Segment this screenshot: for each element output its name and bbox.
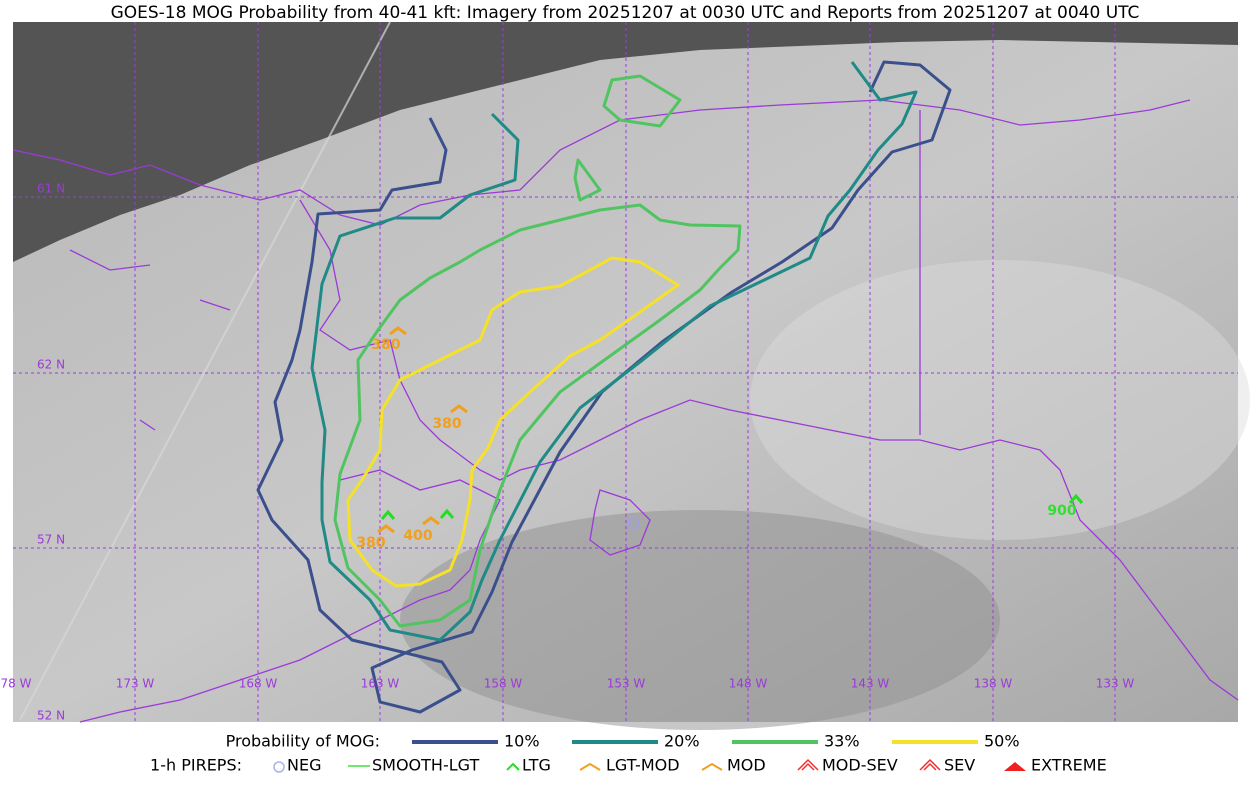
legend-label: NEG	[287, 756, 321, 775]
pirep-lgt-mod	[377, 524, 395, 534]
legend-symbol	[506, 762, 520, 771]
legend-label: LTG	[522, 756, 551, 775]
lat-label: 62 N	[37, 358, 65, 372]
lon-label: 153 W	[607, 677, 646, 691]
legend-symbol	[797, 758, 819, 771]
lon-label: 163 W	[361, 677, 400, 691]
grid	[13, 22, 1238, 722]
report-label: 380	[356, 535, 385, 551]
legend-label: MOD-SEV	[822, 756, 898, 775]
lat-label: 61 N	[37, 182, 65, 196]
pirep-mod	[450, 404, 468, 414]
legend-label: MOD	[727, 756, 766, 775]
lon-label: 173 W	[116, 677, 155, 691]
legend-label: EXTREME	[1031, 756, 1107, 775]
report-label: 380	[432, 416, 461, 432]
dark-cloud	[400, 510, 1000, 730]
legend-label: LGT-MOD	[606, 756, 680, 775]
lon-label: 138 W	[974, 677, 1013, 691]
legend-label: 33%	[824, 732, 860, 751]
title: GOES-18 MOG Probability from 40-41 kft: …	[111, 3, 1140, 23]
lon-label: 78 W	[1, 677, 32, 691]
coastline	[299, 199, 1239, 701]
report-label: 900	[1047, 503, 1076, 519]
scan-line	[19, 21, 391, 721]
legend-title: 1-h PIREPS:	[150, 756, 242, 775]
pirep-ltg	[1068, 493, 1084, 504]
legend-label: SMOOTH-LGT	[372, 756, 479, 775]
pirep-mod	[389, 326, 407, 336]
map: 61 N 62 N 57 N 52 N 78 W 173 W 168 W 163…	[1, 21, 1250, 730]
lon-label: 148 W	[729, 677, 768, 691]
lon-label: 158 W	[484, 677, 523, 691]
pirep-neg	[628, 517, 640, 529]
legend-label: 20%	[664, 732, 700, 751]
space-region	[13, 22, 1238, 262]
pirep-ltg	[439, 508, 455, 519]
legend-label: 10%	[504, 732, 540, 751]
bright-cloud	[750, 260, 1250, 540]
legend-symbol	[1004, 762, 1026, 771]
coastlines	[12, 99, 1239, 723]
coastline	[79, 469, 501, 723]
legend-symbol	[273, 761, 285, 773]
contour-20	[310, 61, 918, 642]
legend-pireps: 1-h PIREPS: NEG SMOOTH-LGT LTG LGT-MOD M…	[150, 756, 1107, 775]
pirep-lgt-mod	[422, 516, 440, 526]
island	[589, 489, 651, 556]
lat-label: 57 N	[37, 533, 65, 547]
legend-symbol	[579, 762, 601, 771]
contour-50	[346, 256, 680, 588]
coastline	[69, 249, 231, 431]
legend-symbol	[919, 758, 941, 771]
lon-label: 143 W	[851, 677, 890, 691]
legend-probability: Probability of MOG: 10% 20% 33% 50%	[226, 732, 1020, 751]
pirep-symbols	[377, 326, 1084, 534]
legend-title: Probability of MOG:	[226, 732, 380, 751]
legend-label: SEV	[944, 756, 975, 775]
lon-label: 168 W	[239, 677, 278, 691]
legend-symbol	[701, 762, 723, 771]
coastline	[12, 99, 1191, 226]
report-label: 400	[403, 528, 432, 544]
contour-10	[256, 60, 952, 714]
legend-label: 50%	[984, 732, 1020, 751]
report-label: 380	[371, 337, 400, 353]
lon-label: 133 W	[1096, 677, 1135, 691]
pirep-ltg	[380, 509, 396, 520]
lat-label: 52 N	[37, 709, 65, 723]
contour-33	[333, 74, 742, 628]
contours	[256, 60, 952, 714]
